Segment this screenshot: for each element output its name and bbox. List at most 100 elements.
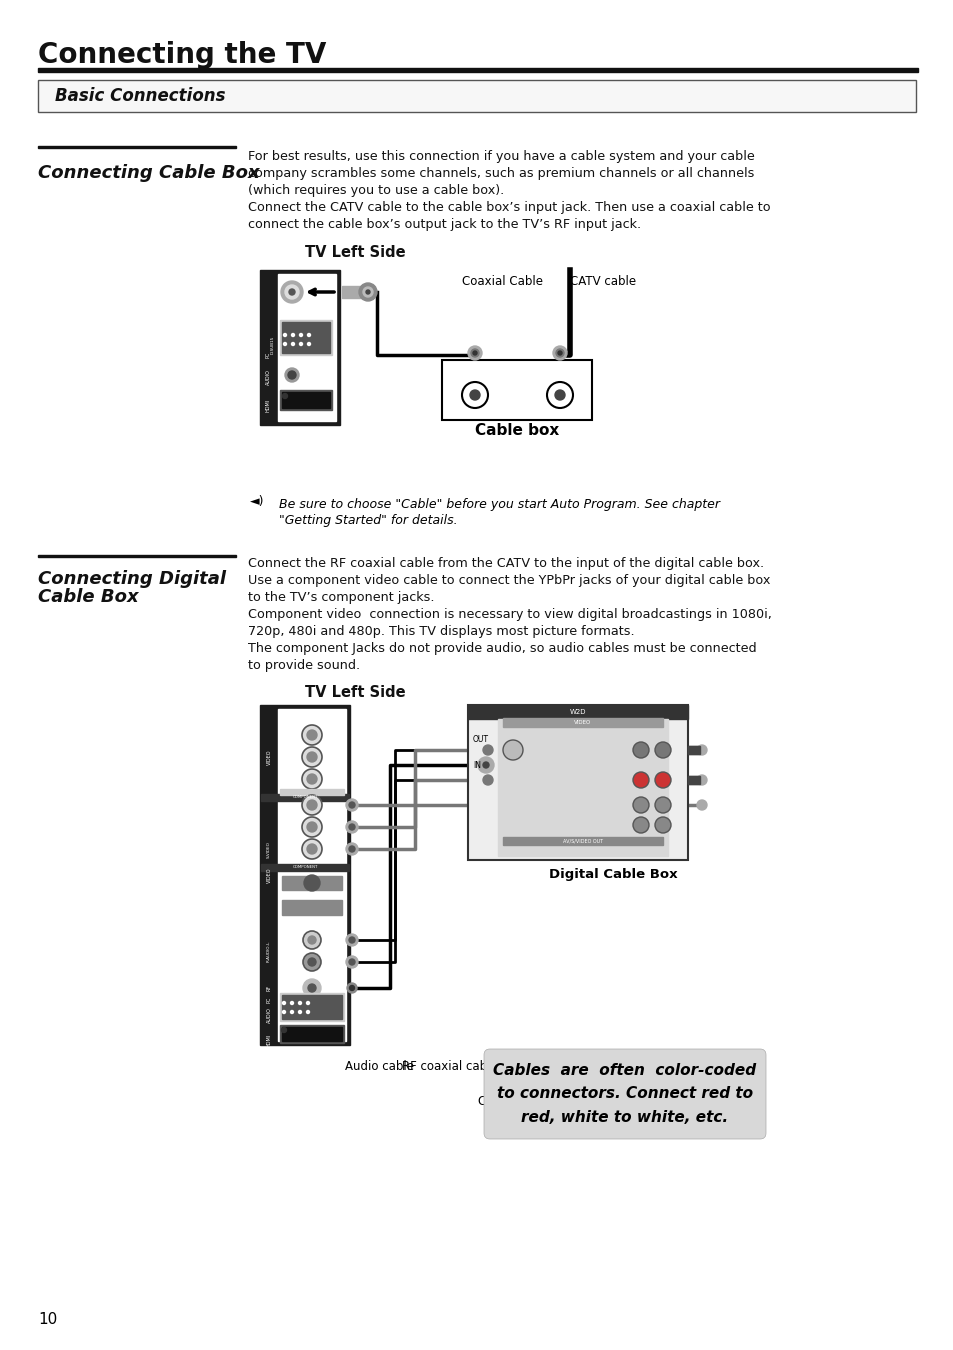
Text: The component Jacks do not provide audio, so audio cables must be connected: The component Jacks do not provide audio… [248,643,756,655]
Bar [468,705,687,860]
Bar [260,270,339,425]
Circle shape [303,931,320,949]
Text: AUDIO: AUDIO [266,1007,272,1023]
Circle shape [697,745,706,755]
Text: "Getting Started" for details.: "Getting Started" for details. [267,514,457,526]
Circle shape [655,817,670,833]
Text: IN: IN [579,386,593,398]
Circle shape [307,801,316,810]
Circle shape [346,956,357,968]
Circle shape [308,958,315,967]
Text: Connecting Cable Box: Connecting Cable Box [38,163,259,182]
Text: HDMI: HDMI [265,398,271,412]
Circle shape [292,343,294,346]
Circle shape [655,772,670,788]
Circle shape [346,799,357,811]
Bar [261,864,349,871]
Bar [280,320,332,355]
Text: S-VIDEO: S-VIDEO [267,841,271,859]
Text: company scrambles some channels, such as premium channels or all channels: company scrambles some channels, such as… [248,167,754,180]
Text: CATV cable: CATV cable [569,275,636,288]
Text: COMPONENT: COMPONENT [292,865,317,869]
Text: TV Left Side: TV Left Side [305,244,405,261]
Circle shape [302,838,322,859]
Circle shape [697,775,706,784]
Circle shape [307,822,316,832]
Circle shape [349,986,355,991]
Bar [38,146,235,148]
Circle shape [289,289,294,296]
Circle shape [502,740,522,760]
Circle shape [358,284,376,301]
Text: Audio cable: Audio cable [345,1060,414,1073]
Text: For best results, use this connection if you have a cable system and your cable: For best results, use this connection if… [248,150,754,163]
Circle shape [307,752,316,761]
Circle shape [633,772,648,788]
Bar [277,274,335,421]
Bar [260,705,350,1045]
Text: ◄): ◄) [250,495,264,509]
Bar [282,323,330,352]
Circle shape [633,817,648,833]
Text: R-AUDIO-L: R-AUDIO-L [267,941,271,961]
Bar [441,360,592,420]
Circle shape [546,382,573,408]
Text: Cable Box: Cable Box [38,589,138,606]
Circle shape [346,934,357,946]
Bar [282,392,330,408]
Circle shape [307,730,316,740]
Text: Connecting Digital: Connecting Digital [38,570,226,589]
Bar [687,776,700,784]
Circle shape [303,953,320,971]
Bar [280,994,344,1021]
Circle shape [302,769,322,788]
Circle shape [346,821,357,833]
Circle shape [307,774,316,784]
Text: Cable box: Cable box [475,423,558,437]
Circle shape [308,936,315,944]
Text: PC: PC [265,352,271,358]
Circle shape [308,984,315,992]
Circle shape [349,824,355,830]
Bar [687,747,700,755]
Bar [38,68,917,72]
Circle shape [307,844,316,855]
Bar [282,876,341,890]
Circle shape [285,369,298,382]
Text: COMPONENT: COMPONENT [292,795,317,799]
Text: Connect the CATV cable to the cable box’s input jack. Then use a coaxial cable t: Connect the CATV cable to the cable box’… [248,201,770,215]
Bar [468,705,687,720]
Circle shape [363,288,373,297]
Circle shape [477,757,494,774]
Bar [502,837,662,845]
Circle shape [553,346,566,360]
Bar [277,709,346,1041]
FancyBboxPatch shape [38,80,915,112]
Text: IN: IN [473,760,480,770]
Circle shape [349,958,355,965]
Text: TV Left Side: TV Left Side [305,684,405,701]
Text: Component video  connection is necessary to view digital broadcastings in 1080i,: Component video connection is necessary … [248,608,771,621]
Circle shape [299,333,302,336]
Circle shape [302,725,322,745]
Circle shape [282,1011,285,1014]
Text: Digital Cable Box: Digital Cable Box [549,868,678,882]
Circle shape [482,745,493,755]
Bar [280,1025,344,1044]
Bar [282,900,341,915]
Circle shape [633,796,648,813]
FancyBboxPatch shape [483,1049,765,1139]
Circle shape [291,1011,294,1014]
Circle shape [298,1002,301,1004]
Circle shape [347,983,356,994]
Text: PC: PC [266,996,272,1003]
Circle shape [633,743,648,757]
Circle shape [302,747,322,767]
Bar [282,1027,341,1041]
Text: RF: RF [266,986,272,991]
Bar [280,788,344,795]
Circle shape [555,390,564,400]
Bar [687,747,700,755]
Circle shape [471,350,478,356]
Circle shape [349,846,355,852]
